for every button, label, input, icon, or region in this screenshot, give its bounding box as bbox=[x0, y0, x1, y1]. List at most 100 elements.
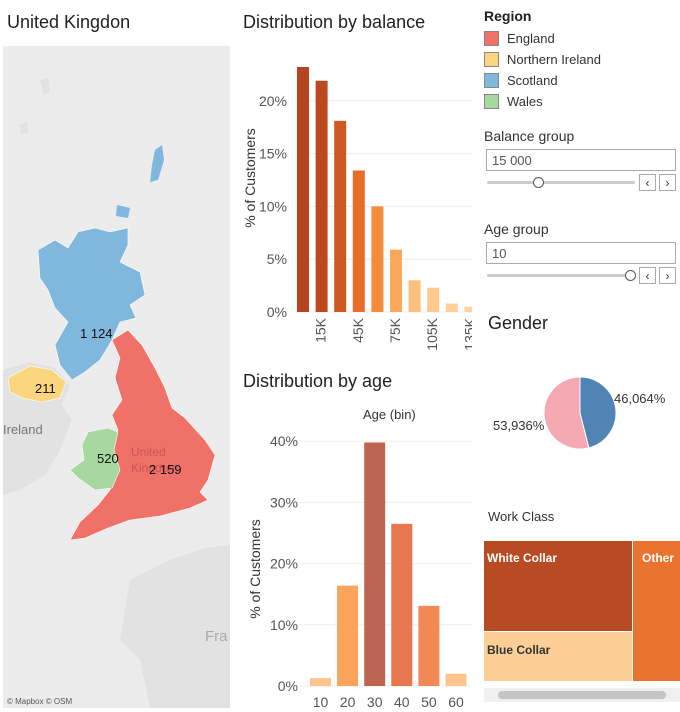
treemap-label: White Collar bbox=[487, 551, 558, 565]
legend-label: Wales bbox=[507, 94, 543, 109]
balance-bar bbox=[445, 303, 458, 312]
balance-bar bbox=[371, 206, 384, 312]
x-tick-label: 15K bbox=[313, 317, 329, 343]
x-tick-label: 20 bbox=[340, 694, 356, 710]
age-group-input[interactable] bbox=[486, 242, 676, 264]
x-tick-label: 30 bbox=[367, 694, 383, 710]
treemap-white-collar[interactable]: White Collar bbox=[484, 541, 632, 631]
age-group-label: Age group bbox=[484, 221, 549, 237]
y-tick-label: 10% bbox=[270, 617, 298, 633]
y-tick-label: 0% bbox=[267, 304, 287, 320]
age-bar bbox=[418, 605, 440, 686]
legend-label: Scotland bbox=[507, 73, 558, 88]
x-tick-label: 50 bbox=[421, 694, 437, 710]
balance-bar bbox=[315, 80, 328, 313]
x-tick-label: 10 bbox=[313, 694, 329, 710]
balance-group-input[interactable] bbox=[486, 149, 676, 171]
y-axis-label: % of Customers bbox=[247, 519, 263, 619]
x-tick-label: 105K bbox=[424, 317, 440, 350]
age-bar bbox=[391, 523, 413, 686]
y-axis-label: % of Customers bbox=[242, 128, 258, 228]
work-class-title: Work Class bbox=[488, 509, 555, 524]
balance-bar bbox=[464, 306, 472, 312]
shetland bbox=[150, 145, 164, 182]
balance-chart: 0% 5% 10% 15% 20% 15K 45K 75K 105K 135K % of Custo… bbox=[242, 67, 472, 351]
age-bar bbox=[337, 585, 359, 686]
gender-pie bbox=[543, 376, 617, 450]
age-slider-thumb[interactable] bbox=[625, 270, 637, 281]
legend-item-england[interactable]: England bbox=[484, 28, 601, 49]
value-wales: 520 bbox=[97, 451, 119, 466]
x-tick-label: 40 bbox=[394, 694, 410, 710]
x-tick-label: 45K bbox=[350, 317, 366, 343]
y-tick-label: 30% bbox=[270, 494, 298, 510]
y-tick-label: 10% bbox=[259, 198, 287, 214]
pie-label-male: 46,064% bbox=[614, 391, 666, 406]
legend-swatch bbox=[484, 94, 499, 109]
horizontal-scrollbar[interactable] bbox=[484, 688, 680, 702]
region-legend: Region England Northern Ireland Scotland… bbox=[484, 8, 601, 112]
france-land bbox=[120, 545, 230, 708]
legend-swatch bbox=[484, 73, 499, 88]
map-label-uk: United Kingdom bbox=[131, 445, 179, 475]
age-bar bbox=[310, 678, 331, 686]
balance-group-label: Balance group bbox=[484, 128, 575, 144]
treemap-other[interactable]: Other bbox=[633, 541, 680, 681]
x-tick-label: 60 bbox=[448, 694, 464, 710]
legend-label: England bbox=[507, 31, 555, 46]
balance-bar bbox=[297, 67, 309, 312]
pie-slice bbox=[579, 376, 617, 449]
balance-bar bbox=[352, 170, 365, 312]
balance-prev-button[interactable]: ‹ bbox=[639, 174, 656, 191]
y-tick-label: 20% bbox=[270, 556, 298, 572]
x-tick-label: 135K bbox=[461, 317, 472, 350]
balance-slider-thumb[interactable] bbox=[533, 177, 545, 188]
balance-bar bbox=[334, 120, 347, 312]
treemap-label: Other bbox=[642, 551, 675, 565]
scrollbar-thumb[interactable] bbox=[498, 691, 666, 699]
y-tick-label: 0% bbox=[278, 678, 298, 694]
age-slider-track[interactable] bbox=[487, 274, 635, 277]
map-view[interactable]: Ireland United Kingdom Fra 1 124 211 520… bbox=[3, 46, 230, 708]
balance-bar bbox=[390, 249, 402, 312]
map-attribution: © Mapbox © OSM bbox=[7, 697, 73, 706]
map-label-ireland: Ireland bbox=[3, 422, 43, 437]
map-label-france: Fra bbox=[205, 628, 228, 645]
balance-chart-title: Distribution by balance bbox=[243, 12, 426, 32]
balance-next-button[interactable]: › bbox=[659, 174, 676, 191]
legend-item-northern-ireland[interactable]: Northern Ireland bbox=[484, 49, 601, 70]
region-scotland bbox=[37, 227, 146, 381]
treemap-blue-collar[interactable]: Blue Collar bbox=[484, 632, 632, 681]
value-england: 2 159 bbox=[149, 462, 182, 477]
y-tick-label: 15% bbox=[259, 146, 287, 162]
y-tick-label: 20% bbox=[259, 93, 287, 109]
region-wales bbox=[69, 427, 121, 491]
uk-map-svg bbox=[3, 46, 230, 708]
age-chart-subtitle: Age (bin) bbox=[363, 407, 416, 422]
x-tick-label: 75K bbox=[387, 317, 403, 343]
legend-item-scotland[interactable]: Scotland bbox=[484, 70, 601, 91]
age-prev-button[interactable]: ‹ bbox=[639, 267, 656, 284]
legend-swatch bbox=[484, 31, 499, 46]
legend-item-wales[interactable]: Wales bbox=[484, 91, 601, 112]
balance-slider-track[interactable] bbox=[487, 181, 635, 184]
balance-bar bbox=[427, 287, 440, 312]
pie-slice bbox=[543, 376, 590, 450]
map-title: United Kingdon bbox=[7, 12, 131, 32]
age-chart: 0% 10% 20% 30% 40% 10 20 30 40 50 60 % of Customers bbox=[247, 433, 472, 710]
value-northern-ireland: 211 bbox=[35, 381, 56, 396]
region-northern-ireland bbox=[7, 365, 67, 403]
y-tick-label: 40% bbox=[270, 433, 298, 449]
value-scotland: 1 124 bbox=[80, 326, 113, 341]
legend-label: Northern Ireland bbox=[507, 52, 601, 67]
region-england bbox=[69, 329, 216, 541]
legend-swatch bbox=[484, 52, 499, 67]
gender-title: Gender bbox=[488, 313, 549, 333]
treemap-label: Blue Collar bbox=[487, 643, 551, 657]
y-tick-label: 5% bbox=[267, 251, 287, 267]
age-bar bbox=[364, 442, 386, 686]
age-next-button[interactable]: › bbox=[659, 267, 676, 284]
age-bar bbox=[445, 673, 467, 686]
balance-bar bbox=[408, 280, 421, 312]
age-chart-title: Distribution by age bbox=[243, 371, 393, 391]
